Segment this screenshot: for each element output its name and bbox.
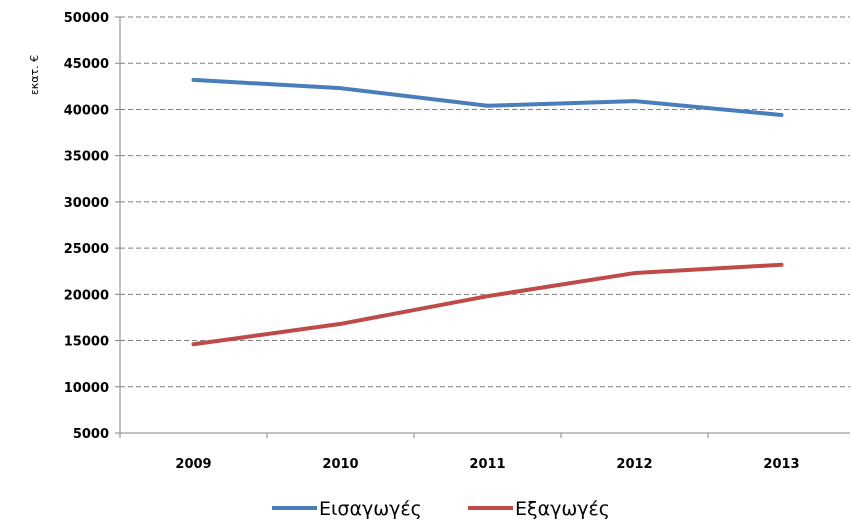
series-line-2	[191, 262, 784, 347]
x-axis-ticks: 2009 2010 2011 2012 2013	[119, 433, 800, 472]
y-tick-label: 25000	[64, 242, 109, 257]
x-tick-label: 2013	[763, 457, 799, 472]
y-tick-label: 35000	[64, 150, 109, 165]
y-axis-ticks: 5000 10000 15000 20000 25000 30000 35000 40000 4…	[64, 11, 120, 442]
axes	[119, 17, 850, 434]
y-tick-label: 45000	[64, 57, 109, 72]
y-tick-label: 20000	[64, 288, 109, 303]
y-tick-label: 30000	[64, 196, 109, 211]
y-tick-label: 15000	[64, 335, 109, 350]
y-tick-label: 40000	[64, 103, 109, 118]
x-tick-label: 2012	[616, 457, 652, 472]
y-tick-label: 10000	[64, 381, 109, 396]
legend-label: Εισαγωγές	[319, 498, 422, 520]
x-tick-label: 2011	[469, 457, 505, 472]
y-axis-title: εκατ. €	[28, 55, 41, 95]
series-lines	[191, 77, 784, 347]
y-tick-label: 50000	[64, 11, 109, 26]
gridlines	[120, 16, 850, 388]
y-tick-label: 5000	[73, 427, 109, 442]
x-tick-label: 2009	[175, 457, 211, 472]
legend-label: Εξαγωγές	[515, 498, 610, 520]
legend: Εισαγωγές Εξαγωγές	[272, 498, 610, 520]
x-tick-label: 2010	[322, 457, 358, 472]
